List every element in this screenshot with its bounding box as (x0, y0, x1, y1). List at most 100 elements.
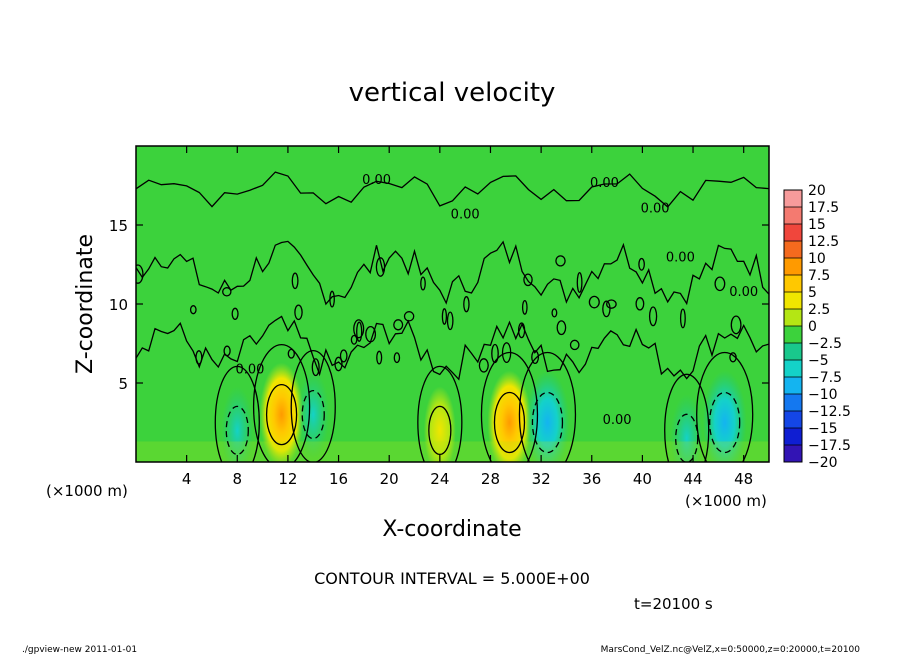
colorbar-swatch (784, 326, 802, 344)
small-contour (223, 345, 231, 357)
x-axis-unit-right: (×1000 m) (685, 492, 767, 510)
colorbar-label: −2.5 (808, 336, 842, 352)
zero-contour-cell (696, 351, 754, 462)
colorbar-label: −10 (808, 387, 838, 403)
colorbar-swatch (784, 224, 802, 242)
cell-contour (301, 389, 325, 440)
small-contour (638, 257, 645, 271)
zero-contour-cell (290, 349, 336, 462)
small-contour (136, 264, 144, 284)
small-contour (287, 348, 295, 359)
colorbar-swatch (784, 394, 802, 412)
small-contour (222, 287, 232, 297)
small-contour (189, 305, 197, 315)
colorbar-swatch (784, 241, 802, 259)
colorbar-swatch (784, 360, 802, 378)
colorbar-label: −7.5 (808, 370, 842, 386)
colorbar-label: −15 (808, 421, 838, 437)
small-contour (393, 352, 401, 364)
velocity-cell (221, 386, 254, 462)
small-contour (393, 319, 404, 331)
zero-contour-cell (214, 365, 260, 462)
zero-contour-cell (252, 343, 311, 462)
colorbar-swatch (784, 207, 802, 225)
velocity-field (136, 362, 769, 462)
small-contour (730, 315, 742, 335)
x-tick-label: 48 (734, 470, 753, 488)
colorbar-swatch (784, 190, 802, 208)
colorbar-swatch (784, 275, 802, 293)
contour-label: 0.00 (641, 201, 670, 216)
x-tick-label: 16 (329, 470, 348, 488)
colorbar-label: −20 (808, 455, 838, 471)
colorbar-label: −17.5 (808, 438, 851, 454)
zero-contour-cell (664, 373, 710, 462)
y-axis: 5 10 15 (109, 217, 769, 393)
velocity-cell (702, 370, 747, 462)
small-contour (551, 308, 558, 318)
colorbar-label: 20 (808, 183, 826, 199)
surface-band (136, 441, 769, 462)
small-contour (576, 272, 583, 293)
small-contour (517, 322, 526, 339)
small-contour (606, 299, 617, 309)
cell-contour (531, 391, 564, 454)
colorbar-label: −12.5 (808, 404, 851, 420)
contour-label: 0.00 (235, 363, 264, 378)
colorbar-swatch (784, 309, 802, 327)
cell-contour (265, 383, 298, 446)
contour-lines (136, 171, 769, 462)
plot-area: 0.00 0.00 0.00 0.00 0.00 0.00 0.00 0.00 (136, 146, 769, 462)
x-tick-label: 4 (182, 470, 192, 488)
colorbar: 2017.51512.5107.552.50−2.5−5−7.5−10−12.5… (783, 183, 851, 471)
small-contour (339, 349, 348, 363)
small-contour (403, 311, 415, 322)
small-contour (521, 299, 528, 315)
cell-contour (225, 405, 249, 456)
small-contour (679, 308, 686, 329)
x-tick-label: 32 (532, 470, 551, 488)
x-tick-label: 40 (633, 470, 652, 488)
contour-labels: 0.00 0.00 0.00 0.00 0.00 0.00 0.00 0.00 (235, 173, 758, 428)
small-contour (714, 276, 726, 292)
cell-contour (709, 391, 741, 454)
contour-interval: CONTOUR INTERVAL = 5.000E+00 (314, 569, 590, 588)
small-contour (350, 334, 358, 345)
colorbar-label: 0 (808, 319, 817, 335)
colorbar-swatch (784, 292, 802, 310)
small-contour (231, 307, 239, 320)
colorbar-swatch (784, 445, 802, 463)
small-contour (478, 358, 489, 373)
cell-contour (493, 391, 526, 454)
small-contour (491, 343, 499, 364)
cell-contour (428, 405, 452, 456)
contour-label: 0.00 (729, 285, 758, 300)
chart-title: vertical velocity (349, 78, 556, 108)
x-axis-label: X-coordinate (382, 517, 521, 542)
contour-label: 0.00 (451, 208, 480, 223)
colorbar-label: 7.5 (808, 268, 830, 284)
x-tick-label: 8 (233, 470, 243, 488)
small-contour (291, 272, 299, 290)
small-contour (531, 350, 540, 365)
small-contour (376, 350, 383, 365)
small-contour (353, 319, 365, 339)
zero-contour-lower (136, 315, 769, 381)
colorbar-label: 15 (808, 217, 826, 233)
velocity-cell (297, 370, 330, 459)
x-tick-label: 20 (380, 470, 399, 488)
small-contour (420, 276, 426, 291)
small-contour (588, 295, 600, 309)
small-contour (195, 350, 203, 365)
small-contour (648, 306, 658, 327)
x-tick-label: 28 (481, 470, 500, 488)
small-contour (294, 304, 303, 321)
x-tick-label: 12 (278, 470, 297, 488)
y-tick-label: 5 (118, 375, 128, 393)
y-tick-label: 15 (109, 217, 128, 235)
small-contour (446, 311, 454, 331)
colorbar-swatch (784, 377, 802, 395)
x-axis: 4 8 12 16 20 24 28 32 36 40 44 48 (182, 146, 753, 488)
small-contour (311, 358, 320, 377)
